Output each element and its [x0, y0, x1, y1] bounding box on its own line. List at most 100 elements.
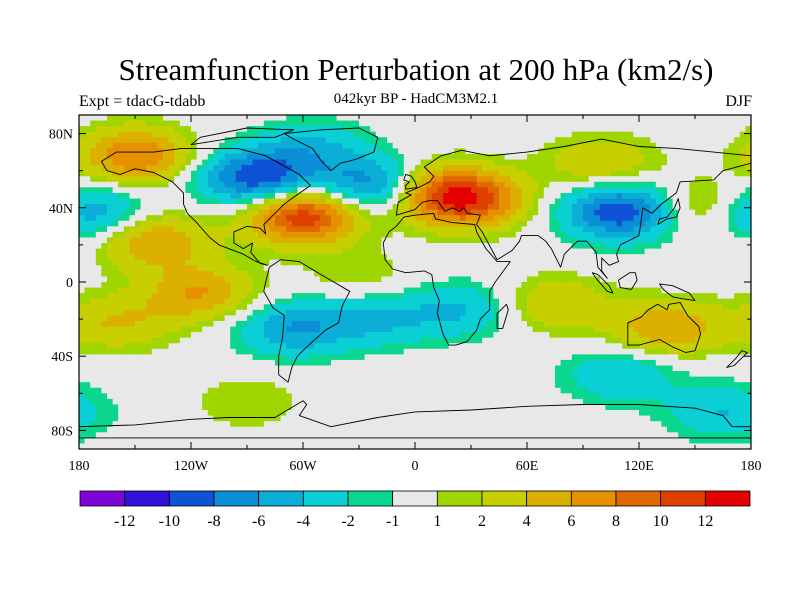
field-cell [263, 337, 270, 344]
field-cell [392, 170, 399, 177]
field-cell [426, 148, 433, 155]
field-cell [118, 215, 125, 222]
field-cell [476, 126, 483, 133]
field-cell [711, 270, 718, 277]
field-cell [711, 170, 718, 177]
field-cell [734, 254, 741, 261]
field-cell [258, 248, 265, 255]
field-cell [280, 176, 287, 183]
field-cell [739, 287, 746, 294]
field-cell [398, 148, 405, 155]
field-cell [314, 192, 321, 199]
field-cell [79, 187, 85, 194]
field-cell [151, 192, 158, 199]
field-cell [476, 265, 483, 272]
field-cell [398, 293, 405, 300]
field-cell [101, 115, 108, 121]
field-cell [689, 320, 696, 327]
field-cell [331, 181, 337, 188]
field-cell [672, 337, 679, 344]
field-cell [689, 170, 696, 177]
field-cell [476, 326, 483, 333]
field-cell [448, 287, 455, 294]
field-cell [258, 165, 265, 172]
field-cell [107, 337, 113, 344]
field-cell [129, 226, 136, 233]
field-cell [370, 309, 377, 316]
field-cell [163, 209, 169, 216]
field-cell [644, 181, 651, 188]
field-cell [196, 248, 203, 255]
field-cell [672, 276, 679, 283]
field-cell [107, 231, 113, 238]
field-cell [745, 159, 752, 166]
field-cell [437, 298, 444, 305]
field-cell [510, 137, 517, 144]
field-cell [555, 282, 561, 288]
field-cell [409, 215, 416, 222]
field-cell [711, 298, 718, 305]
field-cell [219, 231, 225, 238]
field-cell [252, 187, 259, 194]
field-cell [437, 181, 444, 188]
field-cell [179, 153, 186, 160]
field-cell [364, 115, 371, 121]
field-cell [700, 126, 707, 133]
field-cell [431, 315, 438, 322]
field-cell [241, 259, 248, 266]
field-cell [588, 293, 595, 300]
field-cell [224, 265, 231, 272]
field-cell [353, 204, 360, 211]
field-cell [515, 254, 522, 261]
field-cell [286, 209, 293, 216]
field-cell [448, 248, 455, 255]
field-cell [95, 243, 102, 249]
field-cell [140, 126, 147, 133]
field-cell [163, 220, 169, 227]
field-cell [174, 298, 181, 305]
field-cell [381, 220, 388, 227]
field-cell [118, 293, 125, 300]
field-cell [527, 204, 533, 211]
field-cell [459, 226, 466, 233]
field-cell [303, 287, 309, 294]
field-cell [263, 265, 270, 272]
field-cell [706, 309, 713, 316]
field-cell [622, 315, 629, 322]
field-cell [247, 226, 253, 233]
field-cell [583, 270, 589, 277]
field-cell [107, 320, 113, 327]
field-cell [168, 137, 175, 144]
field-cell [275, 170, 281, 177]
field-cell [347, 142, 354, 149]
field-cell [174, 131, 181, 138]
field-cell [353, 120, 360, 127]
field-cell [549, 293, 556, 300]
field-cell [280, 148, 287, 155]
field-cell [297, 120, 304, 127]
field-cell [527, 153, 533, 160]
field-cell [129, 220, 136, 227]
field-cell [196, 254, 203, 261]
field-cell [532, 243, 539, 249]
field-cell [118, 332, 125, 339]
field-cell [90, 309, 97, 316]
field-cell [247, 231, 253, 238]
field-cell [196, 209, 203, 216]
field-cell [196, 226, 203, 233]
field-cell [633, 181, 640, 188]
field-cell [168, 332, 175, 339]
field-cell [454, 304, 461, 311]
field-cell [90, 220, 97, 227]
field-cell [499, 243, 505, 249]
field-cell [420, 332, 427, 339]
field-cell [734, 204, 741, 211]
field-cell [577, 304, 584, 311]
field-cell [437, 153, 444, 160]
field-cell [577, 270, 584, 277]
field-cell [79, 282, 85, 288]
field-cell [157, 220, 164, 227]
field-cell [185, 159, 192, 166]
field-cell [633, 254, 640, 261]
field-cell [342, 298, 349, 305]
